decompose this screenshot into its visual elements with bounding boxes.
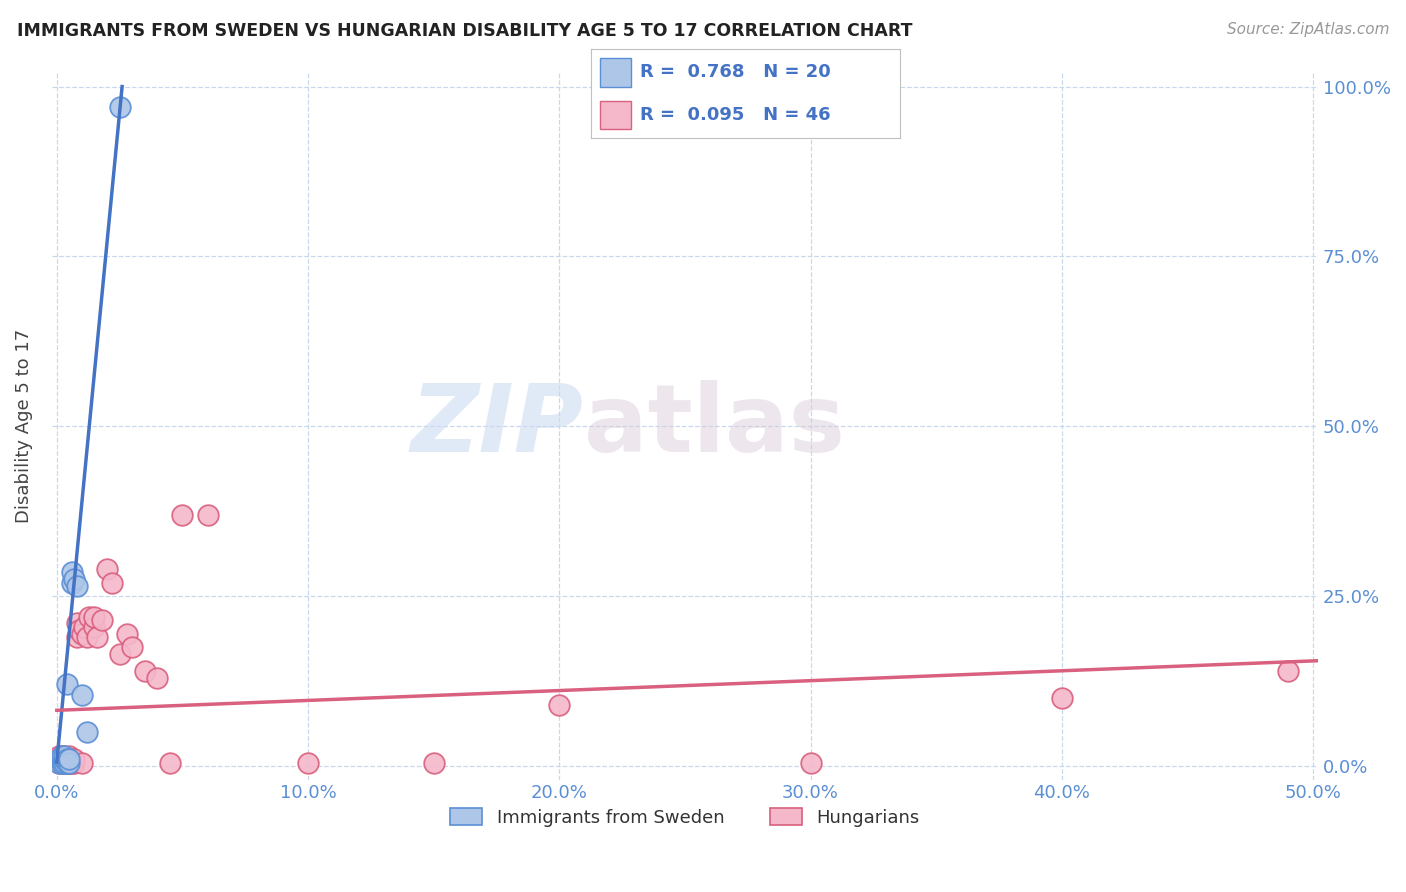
Point — [67, 623, 90, 637]
Point — [58, 756, 80, 770]
Point — [56, 752, 79, 766]
Point — [146, 671, 169, 685]
Point — [58, 752, 80, 766]
Point — [56, 752, 79, 766]
Point — [91, 613, 114, 627]
Point — [548, 698, 571, 712]
Point — [172, 508, 194, 522]
Bar — [600, 58, 631, 87]
Point — [60, 566, 83, 580]
Point — [79, 609, 101, 624]
Point — [58, 748, 80, 763]
Point — [63, 756, 86, 770]
Point — [70, 626, 93, 640]
Point — [53, 752, 76, 766]
Text: ZIP: ZIP — [411, 380, 583, 472]
Point — [121, 640, 143, 654]
Text: atlas: atlas — [583, 380, 845, 472]
Point — [56, 677, 79, 691]
Point — [51, 752, 73, 766]
Point — [73, 620, 96, 634]
Point — [60, 756, 83, 770]
Point — [1050, 691, 1073, 706]
Point — [53, 748, 76, 763]
Point — [60, 575, 83, 590]
Point — [101, 575, 124, 590]
Point — [56, 756, 79, 770]
Point — [53, 748, 76, 763]
Point — [86, 630, 108, 644]
Point — [66, 616, 89, 631]
Point — [63, 752, 86, 766]
Point — [1277, 664, 1299, 678]
Point — [51, 748, 73, 763]
Point — [51, 748, 73, 763]
Legend: Immigrants from Sweden, Hungarians: Immigrants from Sweden, Hungarians — [443, 801, 927, 834]
Point — [51, 756, 73, 770]
Point — [66, 579, 89, 593]
Text: IMMIGRANTS FROM SWEDEN VS HUNGARIAN DISABILITY AGE 5 TO 17 CORRELATION CHART: IMMIGRANTS FROM SWEDEN VS HUNGARIAN DISA… — [17, 22, 912, 40]
Point — [96, 562, 118, 576]
Point — [422, 756, 444, 770]
Point — [48, 752, 70, 766]
Point — [51, 756, 73, 770]
Point — [76, 630, 98, 644]
Point — [56, 756, 79, 770]
Point — [48, 748, 70, 763]
Point — [197, 508, 219, 522]
Point — [48, 756, 70, 770]
Bar — [600, 101, 631, 129]
Point — [58, 752, 80, 766]
Point — [83, 609, 105, 624]
Point — [108, 100, 131, 114]
Point — [134, 664, 156, 678]
Point — [51, 752, 73, 766]
Point — [83, 620, 105, 634]
Point — [53, 756, 76, 770]
Point — [115, 626, 138, 640]
Point — [53, 756, 76, 770]
Text: R =  0.768   N = 20: R = 0.768 N = 20 — [640, 63, 831, 81]
Point — [76, 725, 98, 739]
Point — [53, 752, 76, 766]
Point — [297, 756, 319, 770]
Point — [70, 756, 93, 770]
Point — [800, 756, 823, 770]
Point — [48, 756, 70, 770]
Point — [159, 756, 181, 770]
Point — [70, 688, 93, 702]
Point — [58, 756, 80, 770]
Point — [48, 752, 70, 766]
Point — [60, 752, 83, 766]
Y-axis label: Disability Age 5 to 17: Disability Age 5 to 17 — [15, 329, 32, 524]
Point — [63, 572, 86, 586]
Point — [108, 647, 131, 661]
Text: R =  0.095   N = 46: R = 0.095 N = 46 — [640, 106, 831, 124]
Text: Source: ZipAtlas.com: Source: ZipAtlas.com — [1226, 22, 1389, 37]
Point — [66, 630, 89, 644]
